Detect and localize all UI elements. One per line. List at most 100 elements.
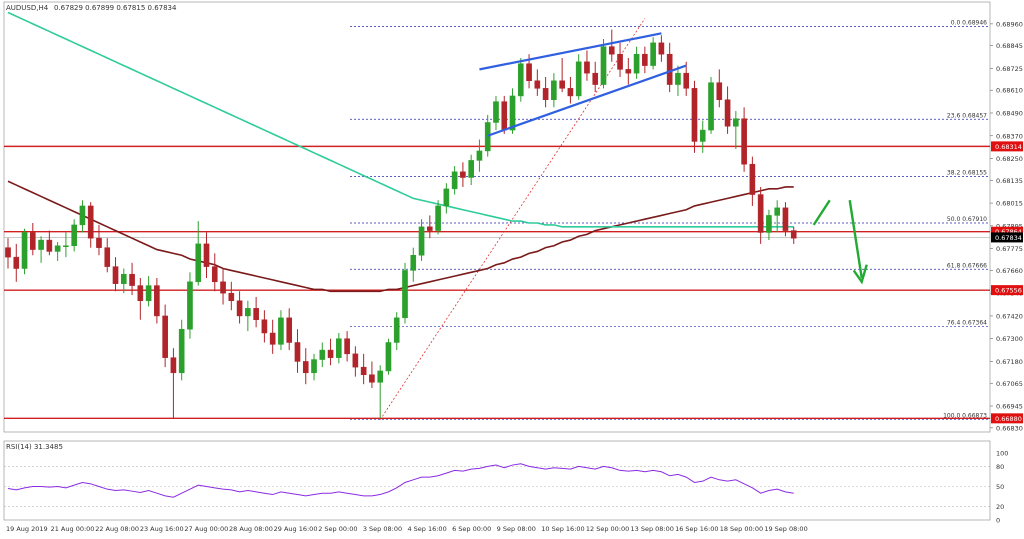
candle-bear[interactable]: [369, 374, 375, 383]
candle-bull[interactable]: [393, 317, 400, 343]
candle-bear[interactable]: [294, 342, 301, 362]
candle-bear[interactable]: [782, 207, 789, 231]
candle-bull[interactable]: [675, 72, 681, 85]
moving-average-green-line[interactable]: [7, 11, 794, 228]
candle-bear[interactable]: [104, 247, 111, 267]
candle-bear[interactable]: [790, 230, 797, 239]
candle-bull[interactable]: [311, 359, 317, 374]
candle-bear[interactable]: [203, 243, 210, 267]
candle-bull[interactable]: [418, 226, 425, 256]
candle-bull[interactable]: [766, 215, 772, 233]
candle-bull[interactable]: [493, 101, 499, 123]
candle-bear[interactable]: [96, 237, 102, 248]
candle-bear[interactable]: [749, 163, 756, 195]
candle-bull[interactable]: [435, 205, 441, 231]
candle-bear[interactable]: [534, 80, 541, 89]
candle-bull[interactable]: [178, 328, 185, 374]
candle-bear[interactable]: [170, 357, 177, 374]
candle-bull[interactable]: [38, 239, 44, 250]
candle-bull[interactable]: [79, 205, 86, 226]
candle-bear[interactable]: [716, 82, 723, 100]
candle-bull[interactable]: [509, 95, 516, 131]
candle-bull[interactable]: [708, 82, 714, 131]
candle-bear[interactable]: [327, 349, 334, 358]
candle-bull[interactable]: [443, 188, 450, 207]
candle-bear[interactable]: [625, 69, 632, 74]
candle-bear[interactable]: [691, 88, 698, 142]
candle-bear[interactable]: [501, 101, 508, 131]
candle-bear[interactable]: [302, 361, 309, 374]
candle-bull[interactable]: [484, 122, 491, 152]
candle-bear[interactable]: [542, 88, 549, 100]
candle-bull[interactable]: [336, 338, 342, 358]
candle-bear[interactable]: [46, 239, 53, 252]
candle-bull[interactable]: [319, 349, 326, 360]
candle-bear[interactable]: [757, 194, 764, 233]
candle-bear[interactable]: [666, 53, 673, 85]
candle-bear[interactable]: [137, 285, 144, 302]
candle-bear[interactable]: [29, 232, 36, 250]
candle-bull[interactable]: [575, 61, 582, 97]
candle-bear[interactable]: [584, 61, 590, 74]
candle-bear[interactable]: [261, 319, 268, 334]
candle-bull[interactable]: [699, 129, 706, 142]
candle-bear[interactable]: [617, 53, 623, 70]
candle-bear[interactable]: [5, 247, 11, 258]
candle-bull[interactable]: [476, 150, 483, 161]
candle-bull[interactable]: [600, 46, 607, 85]
fib-trend-line[interactable]: [379, 18, 646, 420]
candle-bear[interactable]: [87, 205, 94, 239]
candle-bull[interactable]: [21, 232, 28, 269]
candle-bear[interactable]: [352, 353, 359, 368]
candle-bull[interactable]: [410, 254, 417, 271]
channel-upper-line[interactable]: [479, 32, 662, 71]
candle-bear[interactable]: [741, 118, 747, 165]
candle-bear[interactable]: [526, 63, 532, 82]
candle-bear[interactable]: [162, 315, 168, 358]
candle-bear[interactable]: [592, 72, 599, 85]
channel-lower-line[interactable]: [487, 64, 687, 137]
candle-bull[interactable]: [633, 53, 640, 74]
candle-bull[interactable]: [733, 118, 739, 127]
candle-bear[interactable]: [683, 72, 690, 89]
candle-bear[interactable]: [112, 266, 119, 284]
candle-bull[interactable]: [145, 285, 152, 302]
candle-bear[interactable]: [269, 332, 276, 345]
candle-bear[interactable]: [13, 256, 20, 269]
candle-bull[interactable]: [385, 342, 392, 372]
candle-bear[interactable]: [344, 338, 350, 355]
candle-bull[interactable]: [650, 42, 656, 66]
candle-bull[interactable]: [468, 160, 474, 178]
candle-bear[interactable]: [642, 53, 648, 66]
candle-bear[interactable]: [253, 308, 259, 320]
candle-bull[interactable]: [377, 370, 384, 383]
candle-bull[interactable]: [187, 281, 193, 330]
candle-bear[interactable]: [360, 366, 367, 375]
rsi-line[interactable]: [7, 463, 794, 498]
candle-bear[interactable]: [567, 88, 574, 97]
candle-bull[interactable]: [120, 273, 127, 284]
candle-bull[interactable]: [278, 317, 284, 345]
candle-bull[interactable]: [451, 171, 458, 190]
candle-bull[interactable]: [71, 224, 77, 247]
candle-bull[interactable]: [402, 270, 408, 319]
candle-bull[interactable]: [195, 243, 202, 283]
candle-bull[interactable]: [245, 308, 251, 317]
candle-bull[interactable]: [63, 245, 69, 248]
candle-bear[interactable]: [286, 317, 293, 343]
candle-bear[interactable]: [220, 281, 226, 294]
candle-bear[interactable]: [129, 273, 135, 286]
candle-bear[interactable]: [228, 292, 235, 302]
candle-bear[interactable]: [211, 266, 218, 283]
candle-bull[interactable]: [774, 207, 781, 216]
candle-bear[interactable]: [608, 46, 615, 55]
candle-bear[interactable]: [460, 171, 466, 178]
candle-bull[interactable]: [54, 245, 61, 252]
candle-bull[interactable]: [551, 80, 557, 100]
candle-bear[interactable]: [559, 80, 565, 89]
candle-bear[interactable]: [154, 285, 160, 317]
candle-bull[interactable]: [517, 63, 524, 97]
candle-bear[interactable]: [426, 226, 433, 231]
